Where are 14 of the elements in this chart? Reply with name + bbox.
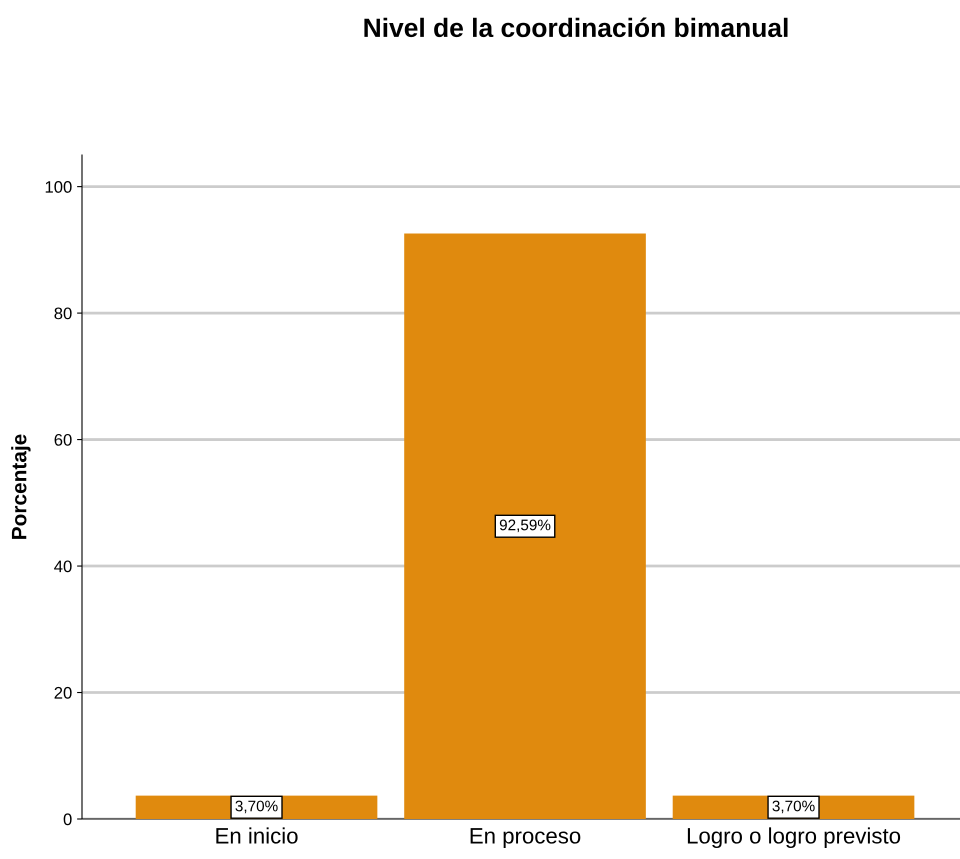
data-label: 3,70% (235, 800, 278, 814)
x-tick-label: En proceso (470, 828, 580, 848)
chart-title: Nivel de la coordinación bimanual (364, 18, 788, 38)
x-tick-label: Logro o logro previsto (688, 827, 900, 848)
x-tick-label: En inicio (216, 827, 298, 844)
y-tick-label: 20 (54, 686, 72, 699)
y-tick-label: 80 (54, 307, 72, 320)
y-tick-label: 60 (54, 434, 72, 446)
y-tick-label: 100 (46, 181, 72, 193)
data-label: 92,59% (500, 520, 550, 532)
y-axis-title: Porcentaje (11, 434, 31, 539)
y-tick-label: 40 (54, 560, 72, 572)
y-tick-label: 0 (64, 813, 72, 826)
data-label: 3,70% (772, 800, 815, 814)
